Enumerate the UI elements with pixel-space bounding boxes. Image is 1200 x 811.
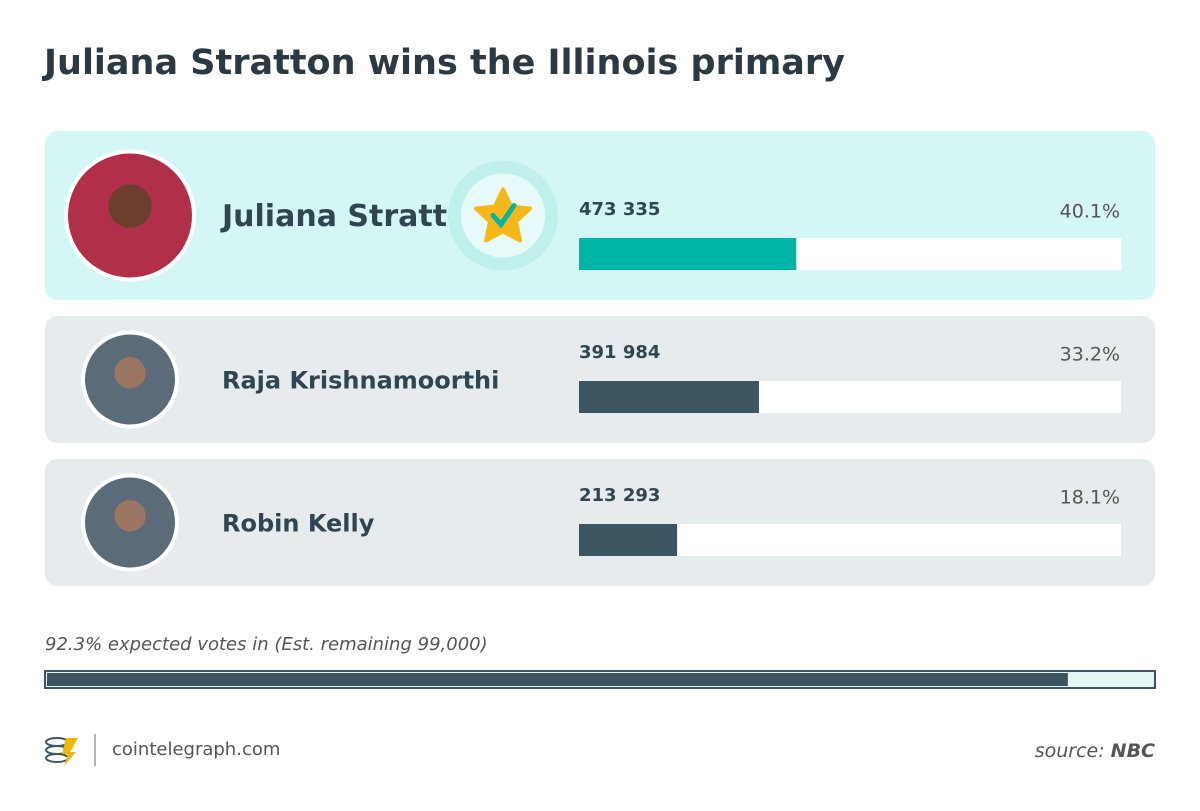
vote-count: 473 335 xyxy=(579,199,660,220)
bar xyxy=(579,381,759,413)
vote-count: 213 293 xyxy=(579,485,660,506)
chart-title: Juliana Stratton wins the Illinois prima… xyxy=(42,43,845,83)
winner-star xyxy=(474,187,532,243)
bar xyxy=(579,238,797,270)
value-label: 18.1% xyxy=(1060,487,1120,509)
row-card xyxy=(45,316,1155,443)
source: source: NBC xyxy=(1035,740,1155,762)
candidate-name: Raja Krishnamoorthi xyxy=(222,367,499,395)
source-name: NBC xyxy=(1111,740,1155,762)
source-label: source: xyxy=(1035,740,1105,762)
candidate-name: Juliana Stratton xyxy=(220,199,489,234)
progress-label: 92.3% expected votes in (Est. remaining … xyxy=(45,634,488,655)
value-label: 33.2% xyxy=(1060,344,1120,366)
photo-face xyxy=(114,500,146,532)
vote-count: 391 984 xyxy=(579,342,660,363)
logo xyxy=(45,737,78,766)
progress-bar xyxy=(47,673,1068,686)
winner-check xyxy=(490,203,517,229)
bar xyxy=(579,524,678,556)
value-label: 40.1% xyxy=(1060,201,1120,223)
brand: cointelegraph.com xyxy=(112,739,280,760)
photo-face xyxy=(108,184,152,228)
candidate-name: Robin Kelly xyxy=(222,510,375,538)
row-card xyxy=(45,459,1155,586)
photo-face xyxy=(114,357,146,389)
